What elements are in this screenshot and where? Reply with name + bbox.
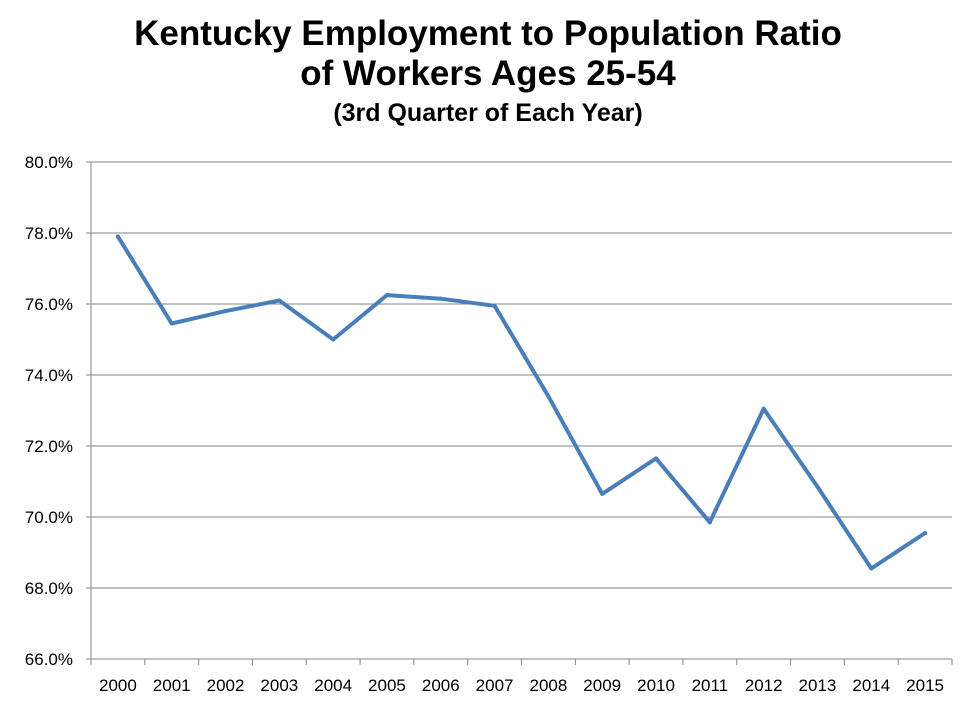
y-tick-label: 66.0% — [25, 650, 73, 669]
x-tick-label: 2013 — [799, 676, 837, 695]
data-point — [707, 520, 712, 525]
y-tick-label: 78.0% — [25, 224, 73, 243]
x-tick-label: 2002 — [207, 676, 245, 695]
chart-title-block: Kentucky Employment to Population Ratio … — [0, 14, 976, 130]
x-tick-label: 2011 — [692, 676, 729, 695]
data-point — [869, 566, 874, 571]
data-point — [331, 337, 336, 342]
x-axis-tick-labels: 2000 2001 2002 2003 2004 2005 2006 2007 2008 2009… — [99, 676, 944, 695]
chart-subtitle: (3rd Quarter of Each Year) — [333, 99, 643, 127]
y-tick-label: 76.0% — [25, 295, 73, 314]
chart-title-line-2: of Workers Ages 25-54 — [300, 54, 676, 93]
x-tick-label: 2009 — [583, 676, 621, 695]
x-tick-label: 2001 — [153, 676, 191, 695]
data-point — [815, 484, 820, 489]
y-tick-label: 70.0% — [25, 508, 73, 527]
x-tick-label: 2004 — [314, 676, 352, 695]
y-tick-label: 74.0% — [25, 366, 73, 385]
x-tick-label: 2000 — [99, 676, 137, 695]
data-point — [654, 456, 659, 461]
gridlines — [91, 161, 952, 589]
series-group — [115, 234, 928, 571]
data-point — [223, 309, 228, 314]
y-axis-tick-labels: 66.0% 68.0% 70.0% 72.0% 74.0% 76.0% 78.0% 80.0% — [25, 153, 73, 669]
x-tick-label: 2006 — [422, 676, 460, 695]
data-point — [384, 293, 389, 298]
y-tick-label: 72.0% — [25, 437, 73, 456]
x-tick-label: 2015 — [906, 676, 944, 695]
y-tick-label: 80.0% — [25, 153, 73, 172]
x-tick-label: 2003 — [260, 676, 298, 695]
x-tick-label: 2014 — [852, 676, 890, 695]
data-point — [923, 530, 928, 535]
x-tick-label: 2007 — [476, 676, 514, 695]
x-tick-label: 2008 — [529, 676, 567, 695]
x-tick-label: 2010 — [637, 676, 675, 695]
data-point — [438, 296, 443, 301]
data-point — [115, 234, 120, 239]
data-point — [169, 321, 174, 326]
data-point — [277, 298, 282, 303]
axes — [86, 161, 953, 665]
y-tick-label: 68.0% — [25, 579, 73, 598]
x-tick-label: 2005 — [368, 676, 406, 695]
chart-title-line-1: Kentucky Employment to Population Ratio — [134, 14, 842, 53]
data-point — [761, 406, 766, 411]
data-point — [546, 394, 551, 399]
x-tick-label: 2012 — [745, 676, 783, 695]
data-point — [492, 303, 497, 308]
data-point — [600, 491, 605, 496]
series-line — [115, 234, 928, 571]
